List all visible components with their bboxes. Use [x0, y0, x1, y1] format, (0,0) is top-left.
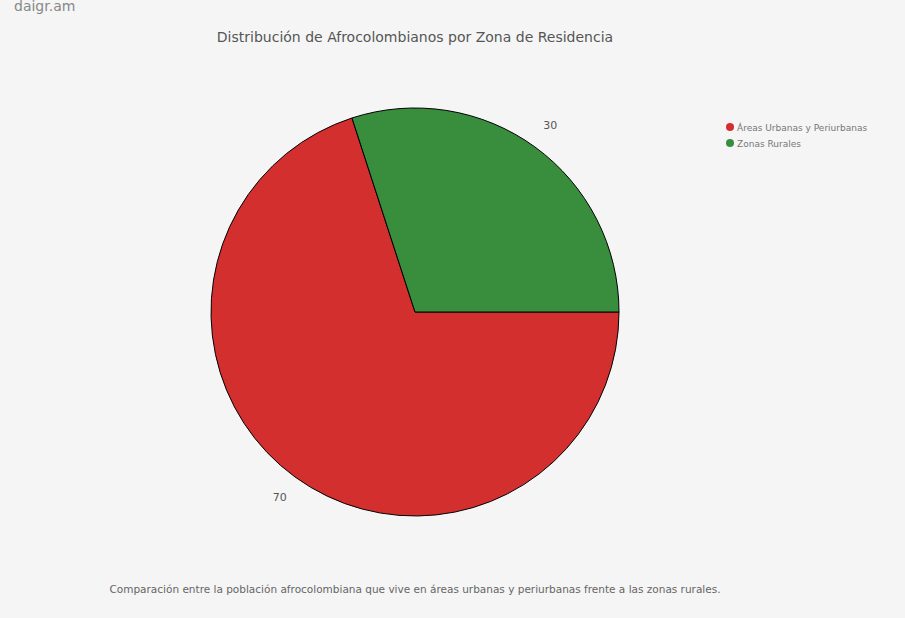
data-label: 30	[543, 119, 557, 132]
legend-swatch	[726, 139, 734, 147]
watermark: daigr.am	[14, 0, 75, 14]
data-label: 70	[273, 491, 287, 504]
chart: daigr.am Distribución de Afrocolombianos …	[0, 0, 905, 618]
subtitle: Comparación entre la población afrocolom…	[109, 583, 720, 595]
legend-label: Áreas Urbanas y Periurbanas	[737, 122, 867, 133]
title: Distribución de Afrocolombianos por Zona…	[217, 29, 613, 45]
legend-swatch	[726, 123, 734, 131]
background	[0, 0, 905, 618]
pie-slice	[352, 108, 619, 312]
legend-label: Zonas Rurales	[737, 139, 801, 149]
